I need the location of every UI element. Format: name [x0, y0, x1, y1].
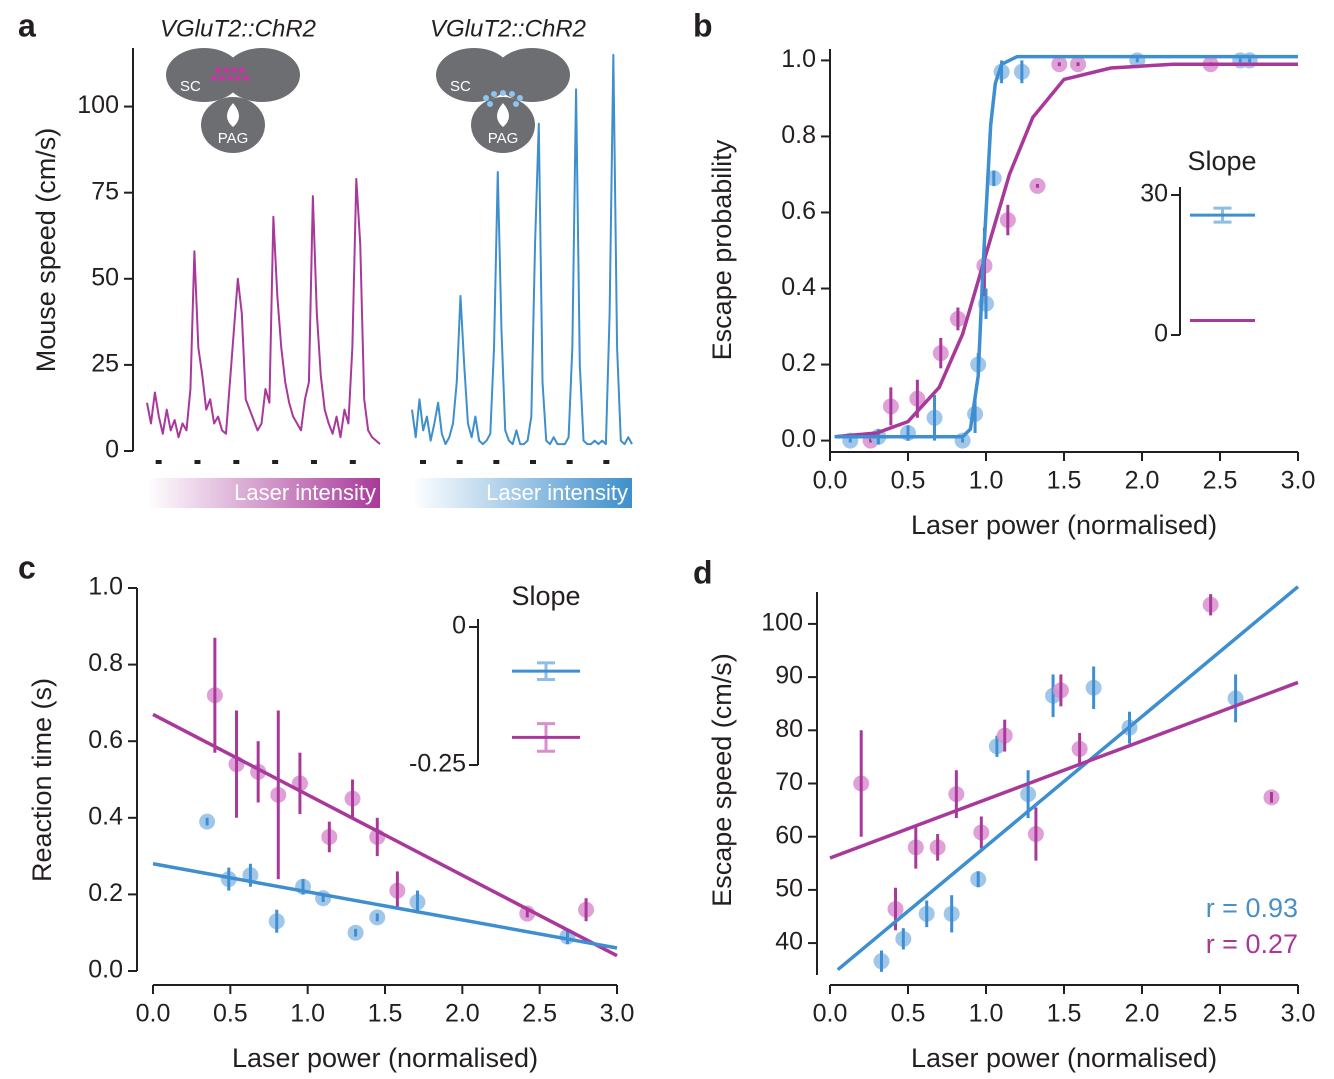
y-tick-label: 0.2 — [781, 349, 816, 377]
fit-line — [834, 54, 1298, 439]
x-axis-label: Laser power (normalised) — [911, 510, 1217, 540]
y-tick-label: 0.0 — [781, 425, 816, 453]
y-tick-label: 0.6 — [88, 726, 123, 754]
y-tick-label: 100 — [77, 91, 119, 119]
y-tick-label: 0.8 — [781, 121, 816, 149]
region-label: PAG — [488, 130, 519, 147]
genotype-label: VGluT2::ChR2 — [160, 15, 316, 42]
inset-tick-label: 0 — [1154, 320, 1168, 348]
y-tick-label: 80 — [775, 715, 803, 743]
x-tick-label: 0.5 — [213, 1000, 248, 1028]
fit-line — [829, 680, 1299, 860]
y-tick-label: 0 — [105, 436, 119, 464]
x-tick-label: 2.0 — [1125, 1000, 1160, 1028]
y-tick-label: 90 — [775, 662, 803, 690]
x-axis-label: Laser power (normalised) — [232, 1043, 538, 1073]
x-tick-label: 1.5 — [1047, 1000, 1082, 1028]
genotype-label: VGluT2::ChR2 — [430, 15, 586, 42]
x-tick-label: 1.0 — [969, 467, 1004, 495]
y-tick-label: 50 — [91, 263, 119, 291]
x-tick-label: 1.0 — [969, 1000, 1004, 1028]
fit-line — [834, 62, 1298, 439]
region-label: PAG — [218, 130, 249, 147]
x-tick-label: 2.0 — [1125, 467, 1160, 495]
panel-letter: a — [18, 7, 36, 43]
y-tick-label: 1.0 — [781, 45, 816, 73]
x-tick-label: 3.0 — [600, 1000, 635, 1028]
intensity-label: Laser intensity — [486, 480, 628, 505]
brain-schematic — [166, 48, 300, 153]
x-tick-label: 1.0 — [290, 1000, 325, 1028]
x-tick-label: 1.5 — [1047, 467, 1082, 495]
y-tick-label: 0.4 — [781, 273, 816, 301]
y-tick-label: 0.6 — [781, 197, 816, 225]
fit-line — [152, 712, 618, 958]
x-tick-label: 0.0 — [136, 1000, 171, 1028]
x-tick-label: 3.0 — [1281, 1000, 1316, 1028]
intensity-bar — [412, 478, 632, 508]
x-tick-label: 3.0 — [1281, 467, 1316, 495]
inset-title: Slope — [1187, 146, 1256, 176]
panel-letter: d — [693, 554, 713, 590]
fit-line — [836, 585, 1300, 972]
correlation-label: r = 0.27 — [1206, 929, 1298, 959]
inset-tick-label: 0 — [452, 612, 466, 640]
speed-trace — [146, 177, 381, 445]
x-tick-label: 0.0 — [813, 1000, 848, 1028]
y-tick-label: 40 — [775, 928, 803, 956]
y-axis-label: Mouse speed (cm/s) — [31, 128, 61, 373]
y-tick-label: 0.2 — [88, 879, 123, 907]
y-tick-label: 1.0 — [88, 573, 123, 601]
y-tick-label: 25 — [91, 349, 119, 377]
x-tick-label: 2.5 — [1203, 467, 1238, 495]
intensity-bar — [147, 478, 380, 508]
y-axis-label: Escape probability — [707, 139, 737, 360]
y-axis-label: Reaction time (s) — [27, 678, 57, 882]
x-tick-label: 1.5 — [368, 1000, 403, 1028]
region-label: SC — [450, 78, 471, 95]
inset-title: Slope — [511, 581, 580, 611]
region-label: SC — [180, 78, 201, 95]
x-axis-label: Laser power (normalised) — [911, 1043, 1217, 1073]
x-tick-label: 2.5 — [1203, 1000, 1238, 1028]
panel-letter: b — [693, 7, 713, 43]
y-tick-label: 0.4 — [88, 802, 123, 830]
brain-schematic — [436, 48, 570, 153]
y-tick-label: 100 — [761, 609, 803, 637]
y-tick-label: 70 — [775, 768, 803, 796]
y-tick-label: 75 — [91, 177, 119, 205]
inset-tick-label: 30 — [1140, 180, 1168, 208]
panel-letter: c — [18, 549, 36, 585]
x-tick-label: 0.0 — [813, 467, 848, 495]
x-tick-label: 2.0 — [445, 1000, 480, 1028]
fit-line — [152, 862, 618, 950]
y-tick-label: 0.8 — [88, 649, 123, 677]
x-tick-label: 2.5 — [522, 1000, 557, 1028]
y-tick-label: 0.0 — [88, 956, 123, 984]
intensity-label: Laser intensity — [234, 480, 376, 505]
inset-tick-label: -0.25 — [409, 750, 466, 778]
speed-trace — [411, 53, 633, 446]
y-tick-label: 60 — [775, 821, 803, 849]
x-tick-label: 0.5 — [891, 1000, 926, 1028]
correlation-label: r = 0.93 — [1206, 893, 1298, 923]
y-tick-label: 50 — [775, 874, 803, 902]
y-axis-label: Escape speed (cm/s) — [707, 653, 737, 907]
x-tick-label: 0.5 — [891, 467, 926, 495]
